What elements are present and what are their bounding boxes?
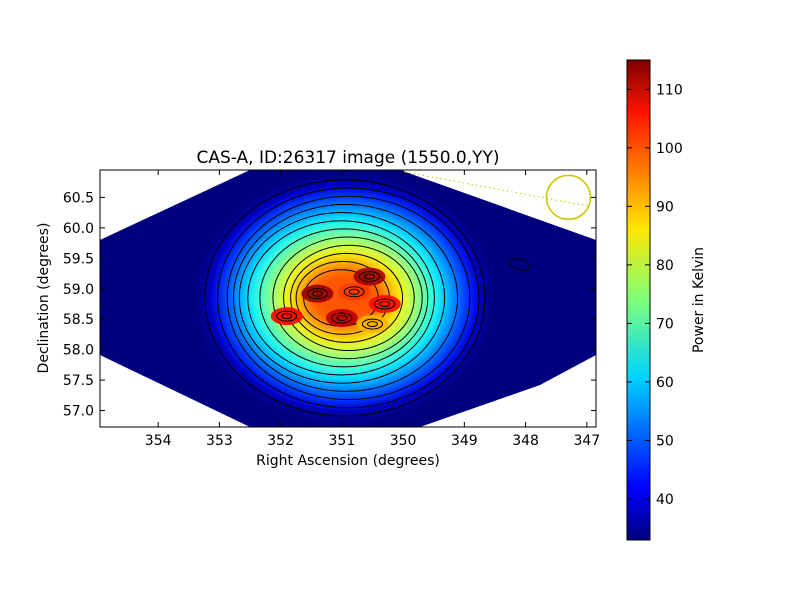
hotspot-contour — [311, 290, 323, 297]
y-tick-label: 60.0 — [63, 221, 94, 237]
colorbar-tick-label: 50 — [656, 433, 674, 449]
contour-line — [283, 244, 415, 352]
y-tick-label: 58.5 — [63, 312, 94, 328]
x-axis: 354 353 352 351 350 349 348 347 — [145, 170, 600, 449]
hotspot-contour — [281, 313, 293, 320]
y-axis-label: Declination (degrees) — [36, 223, 52, 374]
x-tick-label: 348 — [512, 433, 539, 449]
contour-line — [259, 228, 429, 368]
hotspot-contour — [379, 300, 391, 307]
colorbar-gradient — [627, 60, 650, 540]
contour-line — [238, 212, 446, 384]
beam-circle — [545, 174, 592, 221]
y-tick-label: 59.0 — [63, 282, 94, 298]
contour-line — [508, 258, 531, 271]
y-tick-label: 57.5 — [63, 373, 94, 389]
x-tick-label: 354 — [145, 433, 172, 449]
hotspot-contour — [331, 312, 353, 324]
colorbar-frame — [626, 59, 651, 541]
hotspot-contour — [348, 288, 360, 295]
y-axis: 57.0 57.5 58.0 58.5 59.0 59.5 60.0 60.5 — [63, 190, 596, 420]
x-tick-label: 350 — [390, 433, 417, 449]
x-tick-label: 351 — [329, 433, 356, 449]
x-tick-label: 353 — [206, 433, 233, 449]
hotspot-contour — [361, 318, 383, 330]
x-axis-label: Right Ascension (degrees) — [256, 453, 440, 469]
hotspot — [325, 308, 358, 327]
contour-line — [217, 187, 480, 409]
hotspot-contour — [374, 298, 396, 310]
hotspot-contour — [343, 286, 365, 298]
hotspot — [301, 284, 334, 303]
hotspot — [270, 307, 303, 326]
plot-frame — [99, 169, 597, 428]
y-tick-label: 60.5 — [63, 190, 94, 206]
hotspot-contour — [366, 321, 378, 328]
hotspot — [353, 267, 386, 286]
contour-line — [247, 220, 435, 376]
y-tick-label: 57.0 — [63, 404, 94, 420]
colorbar: 40 50 60 70 80 90 100 110 Power in Kelvin — [626, 59, 707, 541]
hotspot-contour — [358, 271, 380, 283]
y-tick-label: 58.0 — [63, 343, 94, 359]
colorbar-tick-label: 60 — [656, 375, 674, 391]
colorbar-tick-label: 80 — [656, 258, 674, 274]
x-tick-label: 349 — [451, 433, 478, 449]
colorbar-tick-label: 70 — [656, 316, 674, 332]
contour-line — [233, 203, 459, 392]
hotspot-contour — [336, 314, 348, 321]
colorbar-tick-label: 100 — [656, 141, 683, 157]
colorbar-tick-label: 90 — [656, 199, 674, 215]
colorbar-tick-label: 40 — [656, 492, 674, 508]
x-tick-label: 347 — [573, 433, 600, 449]
hotspot-contour — [276, 310, 298, 322]
colorbar-ticks: 40 50 60 70 80 90 100 110 — [627, 82, 683, 508]
plot-area — [99, 169, 597, 428]
y-tick-label: 59.5 — [63, 251, 94, 267]
hotspot — [356, 315, 389, 334]
peak-layer — [270, 267, 401, 334]
contour-line — [226, 195, 471, 401]
contour-line — [290, 252, 404, 343]
hotspot — [338, 282, 371, 301]
hotspot-contour — [363, 273, 375, 280]
hotspot-contour — [306, 288, 328, 300]
contour-layer — [204, 179, 531, 417]
contour-line — [272, 236, 423, 360]
x-tick-label: 352 — [267, 433, 294, 449]
colorbar-label: Power in Kelvin — [691, 247, 707, 353]
colorbar-tick-label: 110 — [656, 82, 683, 98]
chart-title: CAS-A, ID:26317 image (1550.0,YY) — [196, 148, 499, 168]
hotspot — [368, 294, 401, 313]
contour-line — [204, 179, 486, 417]
